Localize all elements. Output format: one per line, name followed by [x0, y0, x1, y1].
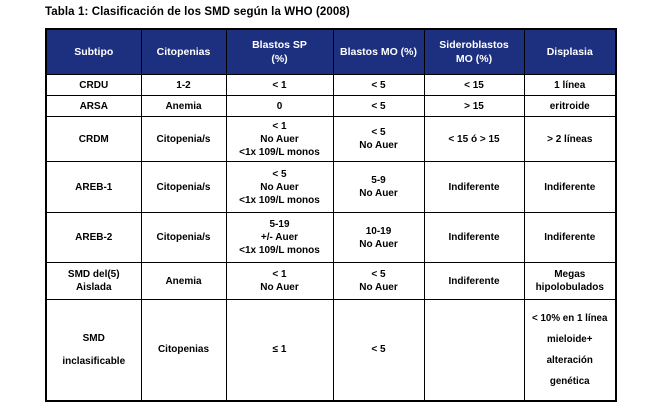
- cell-blastos-mo: < 5: [332, 299, 425, 401]
- header-blastos-sp: Blastos SP (%): [225, 28, 334, 75]
- cell-sideroblastos: < 15 ó > 15: [423, 116, 525, 162]
- cell-displasia: Megas hipolobulados: [523, 262, 617, 300]
- header-displasia: Displasia: [523, 28, 617, 75]
- cell-blastos-mo: 5-9 No Auer: [332, 161, 425, 213]
- cell-displasia: eritroide: [523, 95, 617, 117]
- cell-displasia: Indiferente: [523, 161, 617, 213]
- header-citopenias: Citopenias: [140, 28, 227, 75]
- cell-citopenias: Anemia: [140, 95, 227, 117]
- cell-blastos-sp: 5-19 +/- Auer <1x 109/L monos: [225, 212, 334, 263]
- cell-sideroblastos: > 15: [423, 95, 525, 117]
- cell-blastos-mo: < 5 No Auer: [332, 262, 425, 300]
- cell-subtipo: SMD del(5) Aislada: [45, 262, 142, 300]
- cell-sideroblastos: Indiferente: [423, 161, 525, 213]
- cell-blastos-mo: < 5: [332, 95, 425, 117]
- cell-sideroblastos: Indiferente: [423, 262, 525, 300]
- header-blastos-mo: Blastos MO (%): [332, 28, 425, 75]
- cell-citopenias: Anemia: [140, 262, 227, 300]
- cell-subtipo: ARSA: [45, 95, 142, 117]
- cell-sideroblastos: Indiferente: [423, 212, 525, 263]
- table-row-crdu: CRDU 1-2 < 1 < 5 < 15 1 línea: [45, 74, 617, 96]
- cell-blastos-sp: < 1: [225, 74, 334, 96]
- cell-citopenias: Citopenia/s: [140, 161, 227, 213]
- cell-blastos-sp: ≤ 1: [225, 299, 334, 401]
- cell-blastos-sp: 0: [225, 95, 334, 117]
- table-row-areb-1: AREB-1 Citopenia/s < 5 No Auer <1x 109/L…: [45, 161, 617, 213]
- cell-subtipo: AREB-1: [45, 161, 142, 213]
- table-row-smd-del5-aislada: SMD del(5) Aislada Anemia < 1 No Auer < …: [45, 262, 617, 300]
- table-row-crdm: CRDM Citopenia/s < 1 No Auer <1x 109/L m…: [45, 116, 617, 162]
- cell-sideroblastos: < 15: [423, 74, 525, 96]
- cell-citopenias: Citopenias: [140, 299, 227, 401]
- cell-subtipo: CRDM: [45, 116, 142, 162]
- cell-blastos-mo: < 5: [332, 74, 425, 96]
- table-row-arsa: ARSA Anemia 0 < 5 > 15 eritroide: [45, 95, 617, 117]
- cell-displasia: Indiferente: [523, 212, 617, 263]
- cell-blastos-mo: < 5 No Auer: [332, 116, 425, 162]
- header-subtipo: Subtipo: [45, 28, 142, 75]
- cell-displasia: > 2 líneas: [523, 116, 617, 162]
- cell-sideroblastos: [423, 299, 525, 401]
- cell-subtipo: SMD inclasificable: [45, 299, 142, 401]
- table-row-areb-2: AREB-2 Citopenia/s 5-19 +/- Auer <1x 109…: [45, 212, 617, 263]
- smd-classification-table: Subtipo Citopenias Blastos SP (%) Blasto…: [45, 28, 617, 402]
- cell-displasia: 1 línea: [523, 74, 617, 96]
- cell-blastos-sp: < 1 No Auer: [225, 262, 334, 300]
- cell-blastos-sp: < 1 No Auer <1x 109/L monos: [225, 116, 334, 162]
- cell-blastos-mo: 10-19 No Auer: [332, 212, 425, 263]
- cell-citopenias: Citopenia/s: [140, 116, 227, 162]
- table-title: Tabla 1: Clasificación de los SMD según …: [45, 6, 350, 18]
- cell-subtipo: CRDU: [45, 74, 142, 96]
- cell-blastos-sp: < 5 No Auer <1x 109/L monos: [225, 161, 334, 213]
- cell-subtipo: AREB-2: [45, 212, 142, 263]
- table-row-smd-inclasificable: SMD inclasificable Citopenias ≤ 1 < 5 < …: [45, 299, 617, 401]
- cell-citopenias: 1-2: [140, 74, 227, 96]
- cell-citopenias: Citopenia/s: [140, 212, 227, 263]
- header-sideroblastos: Sideroblastos MO (%): [423, 28, 525, 75]
- cell-displasia: < 10% en 1 línea mieloide+ alteración ge…: [523, 299, 617, 401]
- table-header-row: Subtipo Citopenias Blastos SP (%) Blasto…: [45, 28, 617, 75]
